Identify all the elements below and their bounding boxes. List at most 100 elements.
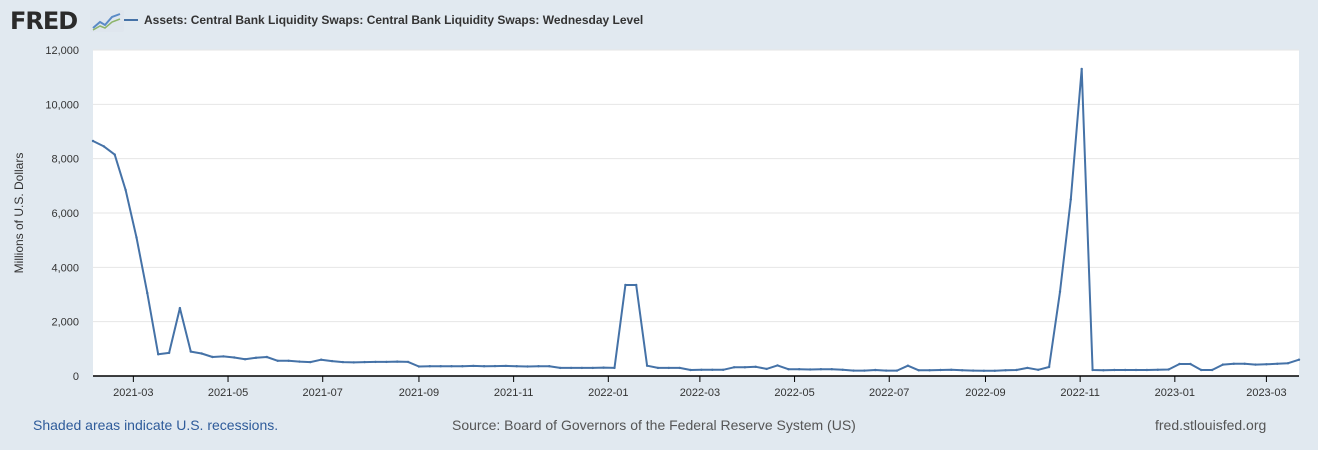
data-point[interactable]	[526, 365, 529, 368]
data-point[interactable]	[1037, 368, 1040, 371]
data-point[interactable]	[808, 368, 812, 371]
data-point[interactable]	[298, 360, 301, 363]
data-point[interactable]	[580, 366, 584, 370]
data-point[interactable]	[754, 365, 757, 368]
data-point[interactable]	[874, 368, 877, 372]
data-point[interactable]	[1124, 368, 1127, 372]
data-point[interactable]	[1134, 368, 1138, 372]
data-point[interactable]	[102, 145, 106, 148]
data-point[interactable]	[1145, 368, 1149, 372]
data-point[interactable]	[635, 283, 638, 287]
data-point[interactable]	[1178, 362, 1181, 366]
data-point[interactable]	[624, 283, 627, 287]
data-point[interactable]	[493, 364, 497, 368]
data-point[interactable]	[1232, 362, 1236, 365]
data-point[interactable]	[1297, 358, 1301, 361]
data-point[interactable]	[645, 364, 649, 367]
data-point[interactable]	[1167, 368, 1170, 371]
data-point[interactable]	[178, 306, 182, 310]
data-point[interactable]	[939, 368, 942, 372]
data-point[interactable]	[863, 369, 866, 372]
data-point[interactable]	[678, 366, 681, 370]
data-point[interactable]	[841, 368, 844, 371]
data-point[interactable]	[1058, 290, 1062, 293]
data-point[interactable]	[917, 369, 920, 372]
data-point[interactable]	[385, 360, 388, 364]
data-point[interactable]	[352, 361, 355, 364]
data-point[interactable]	[787, 368, 790, 371]
data-point[interactable]	[309, 360, 312, 364]
data-point[interactable]	[1243, 362, 1246, 365]
data-point[interactable]	[895, 369, 899, 372]
data-point[interactable]	[798, 368, 801, 371]
data-point[interactable]	[189, 350, 192, 353]
data-point[interactable]	[537, 365, 540, 368]
data-point[interactable]	[928, 369, 931, 372]
data-point[interactable]	[450, 365, 453, 368]
data-point[interactable]	[569, 366, 573, 370]
recession-note-link[interactable]: Shaded areas indicate U.S. recessions.	[33, 417, 279, 433]
data-point[interactable]	[1286, 362, 1290, 365]
data-point[interactable]	[700, 368, 703, 371]
data-point[interactable]	[504, 364, 508, 368]
data-point[interactable]	[243, 358, 247, 361]
data-point[interactable]	[265, 355, 268, 359]
data-point[interactable]	[135, 236, 138, 239]
data-point[interactable]	[971, 369, 975, 372]
data-point[interactable]	[1047, 365, 1051, 369]
site-link[interactable]: fred.stlouisfed.org	[1155, 417, 1267, 433]
data-point[interactable]	[884, 369, 888, 372]
data-point[interactable]	[428, 365, 431, 368]
data-point[interactable]	[656, 366, 660, 370]
data-point[interactable]	[613, 366, 616, 370]
data-point[interactable]	[1080, 67, 1083, 71]
data-point[interactable]	[254, 356, 258, 359]
data-point[interactable]	[1015, 368, 1018, 372]
data-point[interactable]	[1265, 363, 1268, 366]
data-point[interactable]	[548, 365, 551, 368]
data-point[interactable]	[330, 359, 334, 363]
data-point[interactable]	[982, 369, 986, 372]
data-point[interactable]	[722, 368, 725, 371]
data-point[interactable]	[320, 358, 323, 361]
data-point[interactable]	[1113, 368, 1116, 372]
data-point[interactable]	[482, 365, 486, 368]
data-point[interactable]	[667, 366, 670, 370]
data-point[interactable]	[906, 364, 910, 367]
data-point[interactable]	[406, 360, 410, 364]
data-point[interactable]	[341, 360, 345, 364]
data-point[interactable]	[157, 353, 160, 356]
data-point[interactable]	[961, 369, 964, 372]
data-point[interactable]	[765, 367, 768, 371]
data-point[interactable]	[602, 366, 605, 369]
data-point[interactable]	[124, 188, 127, 192]
series-line[interactable]	[92, 68, 1300, 372]
data-point[interactable]	[211, 355, 214, 359]
data-point[interactable]	[1276, 362, 1279, 365]
data-point[interactable]	[233, 356, 236, 359]
data-point[interactable]	[591, 366, 594, 370]
data-point[interactable]	[1200, 368, 1203, 372]
data-point[interactable]	[743, 366, 747, 369]
data-point[interactable]	[374, 360, 377, 364]
data-point[interactable]	[287, 359, 290, 362]
data-point[interactable]	[1156, 368, 1160, 371]
data-point[interactable]	[461, 365, 464, 368]
data-point[interactable]	[852, 369, 855, 372]
data-point[interactable]	[417, 365, 421, 368]
data-point[interactable]	[1004, 369, 1007, 372]
data-point[interactable]	[222, 355, 225, 358]
data-point[interactable]	[711, 368, 714, 371]
data-point[interactable]	[830, 368, 833, 371]
data-point[interactable]	[732, 366, 736, 369]
data-point[interactable]	[993, 369, 996, 372]
data-point[interactable]	[91, 139, 95, 143]
data-point[interactable]	[1069, 198, 1073, 201]
data-point[interactable]	[363, 360, 366, 364]
data-point[interactable]	[950, 368, 953, 371]
data-point[interactable]	[439, 365, 442, 368]
data-point[interactable]	[1210, 368, 1214, 372]
data-point[interactable]	[776, 364, 779, 367]
data-point[interactable]	[559, 366, 562, 370]
data-point[interactable]	[1102, 369, 1105, 372]
